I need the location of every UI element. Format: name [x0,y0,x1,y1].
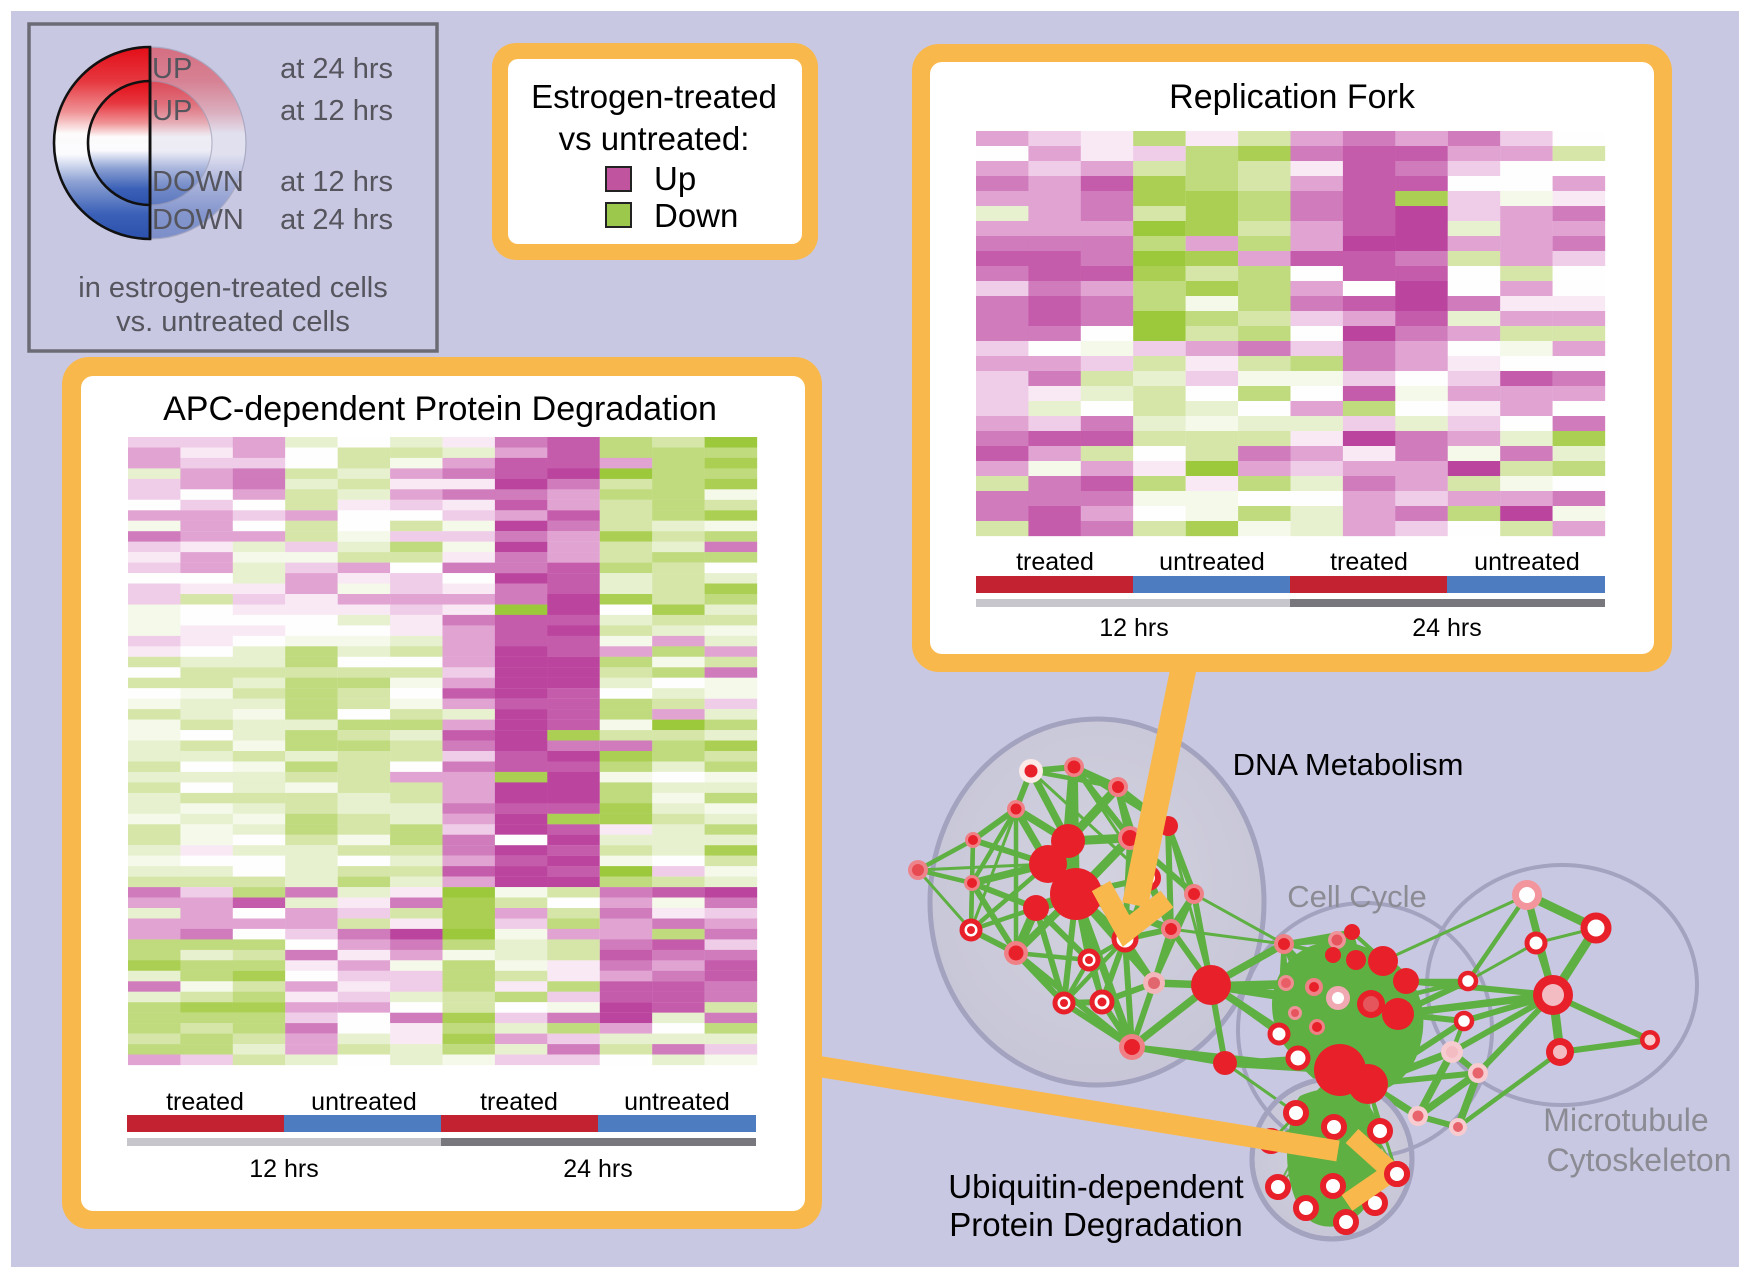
svg-text:Down: Down [654,197,738,234]
svg-text:APC-dependent Protein Degradat: APC-dependent Protein Degradation [163,390,717,428]
svg-text:24 hrs: 24 hrs [1412,614,1481,642]
svg-text:untreated: untreated [1159,548,1265,576]
svg-text:24 hrs: 24 hrs [563,1155,632,1183]
svg-text:treated: treated [1330,548,1408,576]
svg-text:treated: treated [480,1088,558,1116]
svg-text:at 12 hrs: at 12 hrs [280,166,393,198]
svg-text:DOWN: DOWN [152,204,244,236]
svg-text:DOWN: DOWN [152,166,244,198]
svg-text:UP: UP [152,95,192,127]
svg-text:Ubiquitin-dependent: Ubiquitin-dependent [948,1168,1243,1205]
svg-text:12 hrs: 12 hrs [249,1155,318,1183]
svg-text:Replication Fork: Replication Fork [1169,78,1416,116]
svg-text:UP: UP [152,53,192,85]
svg-text:12 hrs: 12 hrs [1099,614,1168,642]
svg-text:untreated: untreated [624,1088,730,1116]
svg-text:at 12 hrs: at 12 hrs [280,95,393,127]
svg-text:Estrogen-treated: Estrogen-treated [531,78,777,115]
svg-text:Protein Degradation: Protein Degradation [949,1206,1243,1243]
svg-text:treated: treated [1016,548,1094,576]
svg-text:DNA Metabolism: DNA Metabolism [1233,747,1464,782]
svg-text:Cytoskeleton: Cytoskeleton [1547,1142,1732,1178]
svg-text:untreated: untreated [1474,548,1580,576]
svg-text:untreated: untreated [311,1088,417,1116]
svg-text:at 24 hrs: at 24 hrs [280,204,393,236]
svg-text:Cell Cycle: Cell Cycle [1287,879,1427,914]
svg-text:vs. untreated cells: vs. untreated cells [116,306,350,338]
svg-text:Microtubule: Microtubule [1543,1102,1708,1138]
svg-text:treated: treated [166,1088,244,1116]
svg-text:Up: Up [654,160,696,197]
svg-text:at 24 hrs: at 24 hrs [280,53,393,85]
svg-text:vs untreated:: vs untreated: [559,120,750,157]
svg-text:in estrogen-treated cells: in estrogen-treated cells [78,272,388,304]
